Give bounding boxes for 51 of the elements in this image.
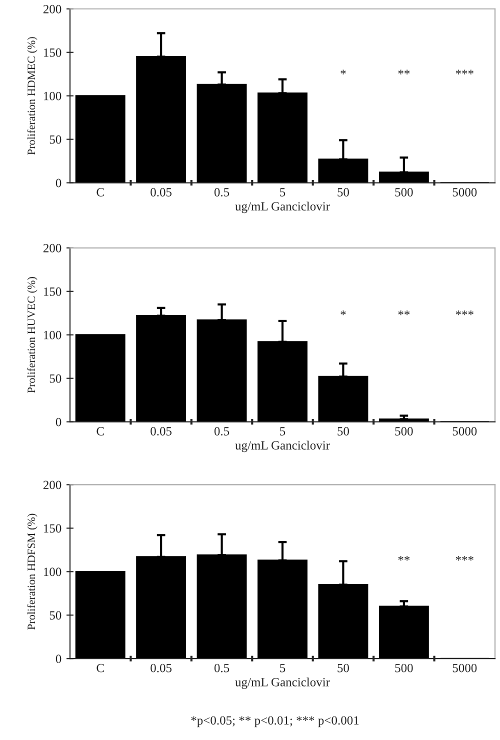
- y-tick-label: 100: [44, 330, 62, 340]
- y-axis-title: Proliferation HUVEC (%): [27, 277, 38, 393]
- x-tick-label: 500: [395, 427, 413, 436]
- x-tick-label: 0.05: [150, 427, 172, 436]
- annotation: **: [398, 556, 410, 561]
- x-tick-label: C: [96, 664, 104, 672]
- annotation: ***: [456, 310, 474, 316]
- x-axis-title: ug/mL Ganciclovir: [235, 202, 330, 214]
- y-tick-label: 0: [56, 418, 62, 426]
- y-axis-title: Proliferation HDMEC (%): [27, 37, 38, 155]
- y-tick-label: 150: [44, 48, 62, 57]
- x-tick-label: 0.5: [214, 188, 230, 196]
- y-tick-label: 200: [43, 4, 62, 14]
- x-axis-title: ug/mL Ganciclovir: [235, 440, 330, 452]
- x-tick-label: 0.05: [150, 188, 172, 196]
- y-tick-label: 100: [44, 92, 62, 100]
- y-tick-label: 50: [50, 374, 62, 383]
- y-tick-label: 150: [44, 524, 62, 533]
- x-tick-label: 50: [338, 427, 349, 436]
- y-axis-title: Proliferation HDFSM (%): [27, 514, 38, 630]
- y-tick-label: 100: [44, 568, 62, 576]
- x-tick-label: 5000: [452, 427, 477, 436]
- annotation: *: [340, 310, 346, 316]
- y-tick-label: 0: [56, 178, 62, 188]
- x-tick-label: 0.5: [214, 427, 230, 436]
- y-tick-label: 50: [50, 135, 62, 144]
- y-tick-label: 200: [43, 244, 62, 252]
- x-tick-label: 5: [280, 188, 286, 196]
- x-tick-label: 5000: [452, 188, 477, 196]
- annotation: **: [398, 70, 410, 74]
- y-tick-label: 200: [43, 480, 62, 490]
- x-tick-label: 0.5: [214, 664, 230, 672]
- x-tick-label: 50: [338, 664, 349, 672]
- x-tick-label: 50: [338, 188, 349, 196]
- annotation: ***: [456, 70, 474, 74]
- x-axis-title: ug/mL Ganciclovir: [235, 678, 330, 689]
- x-tick-label: C: [96, 427, 104, 436]
- x-tick-label: C: [96, 188, 104, 196]
- x-tick-label: 0.05: [150, 664, 172, 672]
- x-tick-label: 5: [280, 664, 286, 672]
- annotation: **: [398, 310, 410, 316]
- x-tick-label: 500: [395, 188, 413, 196]
- y-tick-label: 150: [44, 287, 62, 296]
- text: *p<0.05; ** p<0.01; *** p<0.001: [191, 716, 359, 728]
- y-tick-label: 0: [56, 654, 62, 664]
- x-tick-label: 5: [280, 427, 286, 436]
- annotation: *: [340, 70, 346, 74]
- annotation: ***: [456, 556, 474, 561]
- y-tick-label: 50: [50, 611, 62, 620]
- x-tick-label: 5000: [452, 664, 477, 672]
- x-tick-label: 500: [395, 664, 413, 672]
